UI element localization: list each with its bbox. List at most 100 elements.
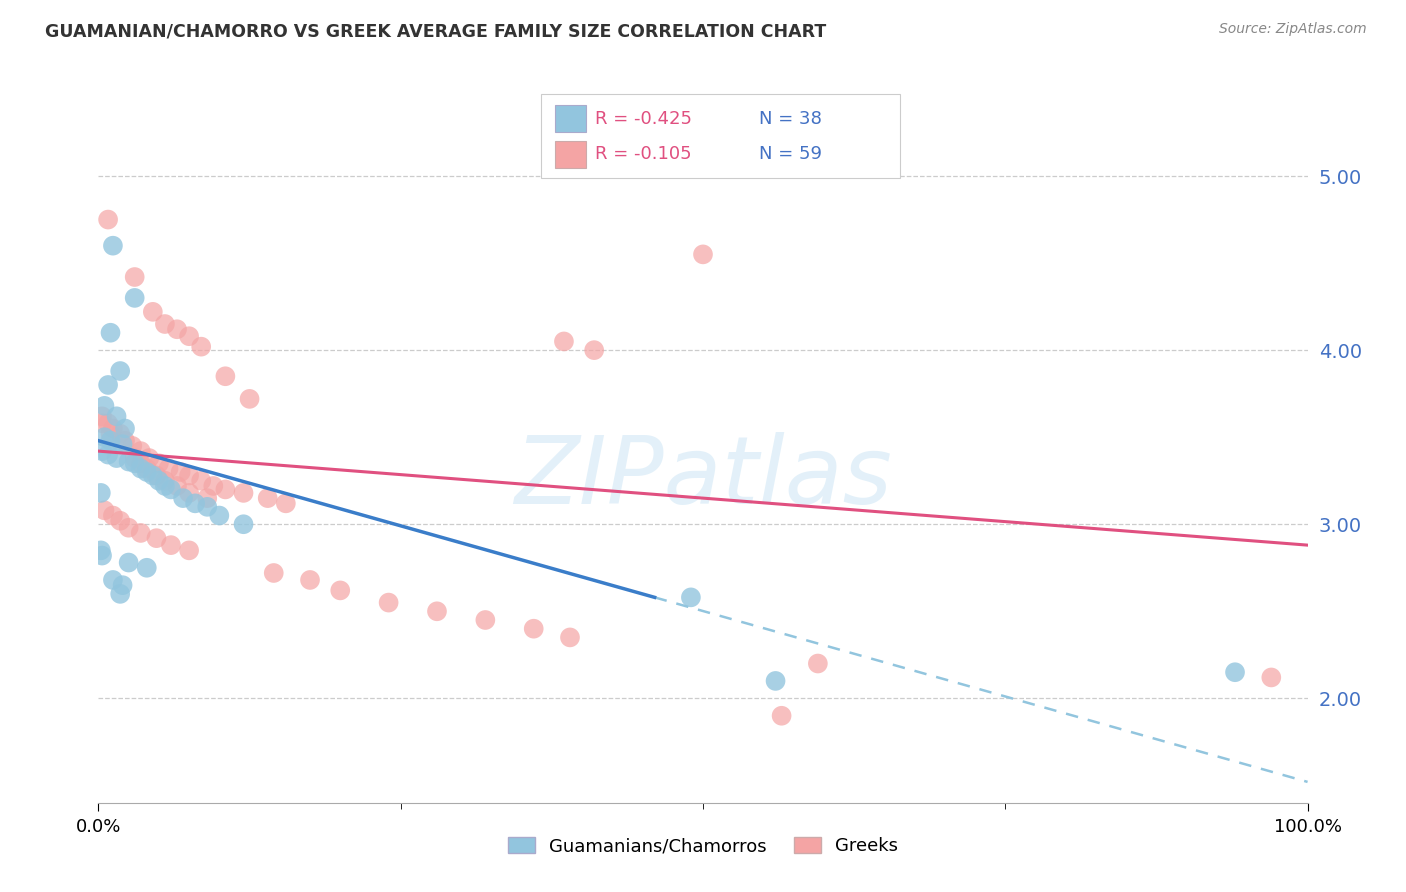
- Point: [97, 378, 120, 392]
- Text: Source: ZipAtlas.com: Source: ZipAtlas.com: [1219, 22, 1367, 37]
- Text: R = -0.105: R = -0.105: [595, 145, 692, 163]
- Point: [157, 461, 180, 475]
- Point: [765, 673, 787, 688]
- Point: [1260, 670, 1282, 684]
- Point: [91, 409, 114, 424]
- Point: [553, 334, 575, 349]
- Point: [329, 583, 352, 598]
- Point: [114, 421, 136, 435]
- Point: [583, 343, 606, 358]
- Point: [105, 451, 128, 466]
- Point: [256, 491, 278, 505]
- Point: [100, 426, 122, 441]
- Point: [202, 479, 225, 493]
- Point: [208, 508, 231, 523]
- Point: [214, 369, 236, 384]
- Point: [100, 326, 122, 340]
- Point: [91, 549, 114, 563]
- Point: [1223, 665, 1246, 680]
- Point: [108, 426, 131, 441]
- Point: [232, 517, 254, 532]
- Point: [145, 531, 167, 545]
- Text: GUAMANIAN/CHAMORRO VS GREEK AVERAGE FAMILY SIZE CORRELATION CHART: GUAMANIAN/CHAMORRO VS GREEK AVERAGE FAMI…: [45, 22, 827, 40]
- Text: N = 59: N = 59: [759, 145, 823, 163]
- Point: [153, 317, 176, 331]
- Point: [195, 491, 218, 505]
- Point: [190, 474, 212, 488]
- Point: [114, 434, 136, 448]
- Point: [166, 322, 188, 336]
- Point: [142, 305, 165, 319]
- Point: [124, 456, 146, 470]
- Point: [101, 421, 124, 435]
- Point: [93, 399, 115, 413]
- Point: [111, 578, 134, 592]
- Point: [474, 613, 496, 627]
- Point: [129, 456, 152, 470]
- Point: [91, 444, 114, 458]
- Point: [90, 486, 112, 500]
- Text: ZIPatlas: ZIPatlas: [515, 432, 891, 524]
- Point: [148, 456, 170, 470]
- Point: [101, 573, 124, 587]
- Point: [101, 238, 124, 252]
- Point: [124, 451, 146, 466]
- Point: [679, 591, 702, 605]
- Point: [239, 392, 262, 406]
- Point: [97, 448, 120, 462]
- Point: [274, 496, 297, 510]
- Point: [184, 496, 207, 510]
- Point: [108, 364, 131, 378]
- Point: [179, 468, 201, 483]
- Point: [129, 461, 152, 475]
- Point: [232, 486, 254, 500]
- Point: [160, 538, 183, 552]
- Point: [145, 468, 167, 483]
- Point: [172, 491, 194, 505]
- Point: [91, 417, 114, 431]
- Point: [179, 543, 201, 558]
- Point: [93, 430, 115, 444]
- Point: [108, 587, 131, 601]
- Point: [807, 657, 830, 671]
- Point: [153, 474, 176, 488]
- Point: [179, 486, 201, 500]
- Text: R = -0.425: R = -0.425: [595, 110, 692, 128]
- Point: [169, 465, 191, 479]
- Point: [142, 468, 165, 483]
- Point: [97, 212, 120, 227]
- Point: [101, 508, 124, 523]
- Point: [148, 474, 170, 488]
- Point: [153, 479, 176, 493]
- Point: [214, 483, 236, 497]
- Point: [118, 454, 141, 468]
- Point: [118, 556, 141, 570]
- Point: [377, 596, 399, 610]
- Point: [124, 270, 146, 285]
- Point: [118, 521, 141, 535]
- Point: [105, 409, 128, 424]
- Point: [523, 622, 546, 636]
- Point: [121, 439, 143, 453]
- Point: [135, 561, 157, 575]
- Legend: Guamanians/Chamorros, Greeks: Guamanians/Chamorros, Greeks: [508, 837, 898, 855]
- Point: [108, 514, 131, 528]
- Point: [111, 437, 134, 451]
- Point: [97, 417, 120, 431]
- Point: [770, 708, 793, 723]
- Point: [129, 525, 152, 540]
- Point: [692, 247, 714, 261]
- Point: [135, 461, 157, 475]
- Point: [558, 631, 581, 645]
- Point: [299, 573, 322, 587]
- Point: [124, 291, 146, 305]
- Point: [190, 340, 212, 354]
- Point: [263, 566, 285, 580]
- Point: [179, 329, 201, 343]
- Point: [160, 483, 183, 497]
- Point: [166, 479, 188, 493]
- Point: [426, 604, 449, 618]
- Point: [100, 434, 122, 448]
- Text: N = 38: N = 38: [759, 110, 823, 128]
- Point: [138, 451, 160, 466]
